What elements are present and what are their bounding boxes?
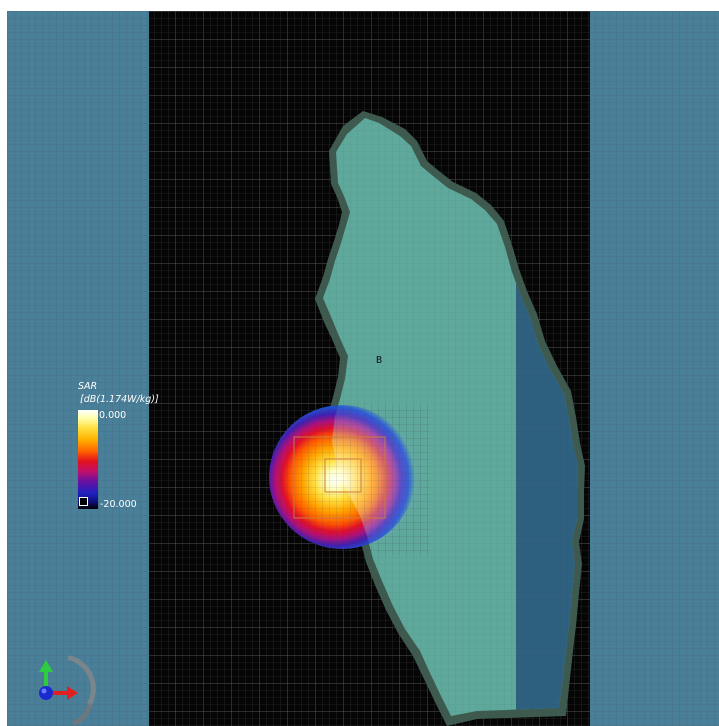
axis-triad-icon[interactable]: [30, 648, 100, 726]
legend-min-label: -20.000: [100, 499, 137, 510]
legend-title: SAR: [78, 381, 98, 392]
simulation-scene[interactable]: [7, 11, 719, 726]
hotspot-outer-box: [293, 436, 386, 519]
sar-legend: SAR [dB(1.174W/kg)] 0.000 -20.000: [77, 381, 197, 521]
legend-max-label: 0.000: [99, 410, 127, 421]
legend-min-swatch: [79, 497, 88, 506]
3d-viewport[interactable]: B SAR [dB(1.174W/kg)] 0.000 -20.000: [7, 11, 719, 726]
legend-color-bar: [78, 410, 98, 509]
hotspot-inner-box: [324, 458, 362, 493]
legend-unit: [dB(1.174W/kg)]: [80, 394, 159, 405]
point-label-b: B: [376, 355, 383, 366]
